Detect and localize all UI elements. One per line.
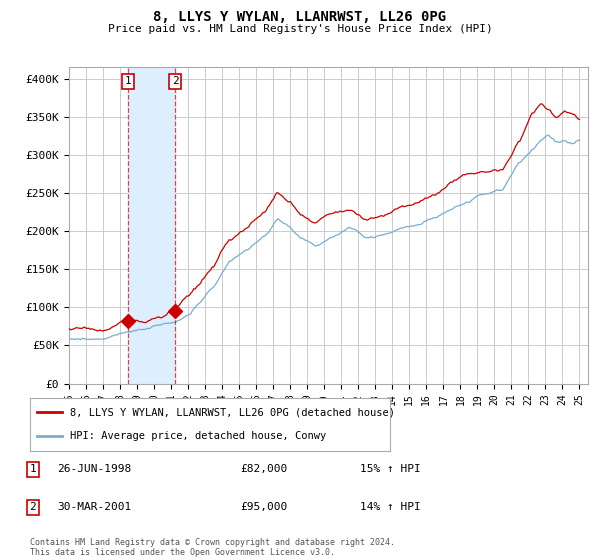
Text: Price paid vs. HM Land Registry's House Price Index (HPI): Price paid vs. HM Land Registry's House … — [107, 24, 493, 34]
Text: £82,000: £82,000 — [240, 464, 287, 474]
Text: 30-MAR-2001: 30-MAR-2001 — [57, 502, 131, 512]
Text: Contains HM Land Registry data © Crown copyright and database right 2024.
This d: Contains HM Land Registry data © Crown c… — [30, 538, 395, 557]
Text: £95,000: £95,000 — [240, 502, 287, 512]
Text: 14% ↑ HPI: 14% ↑ HPI — [360, 502, 421, 512]
Text: 26-JUN-1998: 26-JUN-1998 — [57, 464, 131, 474]
Text: 2: 2 — [172, 76, 179, 86]
Text: 2: 2 — [29, 502, 37, 512]
Text: 8, LLYS Y WYLAN, LLANRWST, LL26 0PG (detached house): 8, LLYS Y WYLAN, LLANRWST, LL26 0PG (det… — [70, 408, 395, 418]
Text: 8, LLYS Y WYLAN, LLANRWST, LL26 0PG: 8, LLYS Y WYLAN, LLANRWST, LL26 0PG — [154, 10, 446, 24]
Text: 15% ↑ HPI: 15% ↑ HPI — [360, 464, 421, 474]
Text: 1: 1 — [29, 464, 37, 474]
Text: 1: 1 — [125, 76, 131, 86]
Bar — [128, 67, 175, 384]
Text: HPI: Average price, detached house, Conwy: HPI: Average price, detached house, Conw… — [70, 431, 326, 441]
